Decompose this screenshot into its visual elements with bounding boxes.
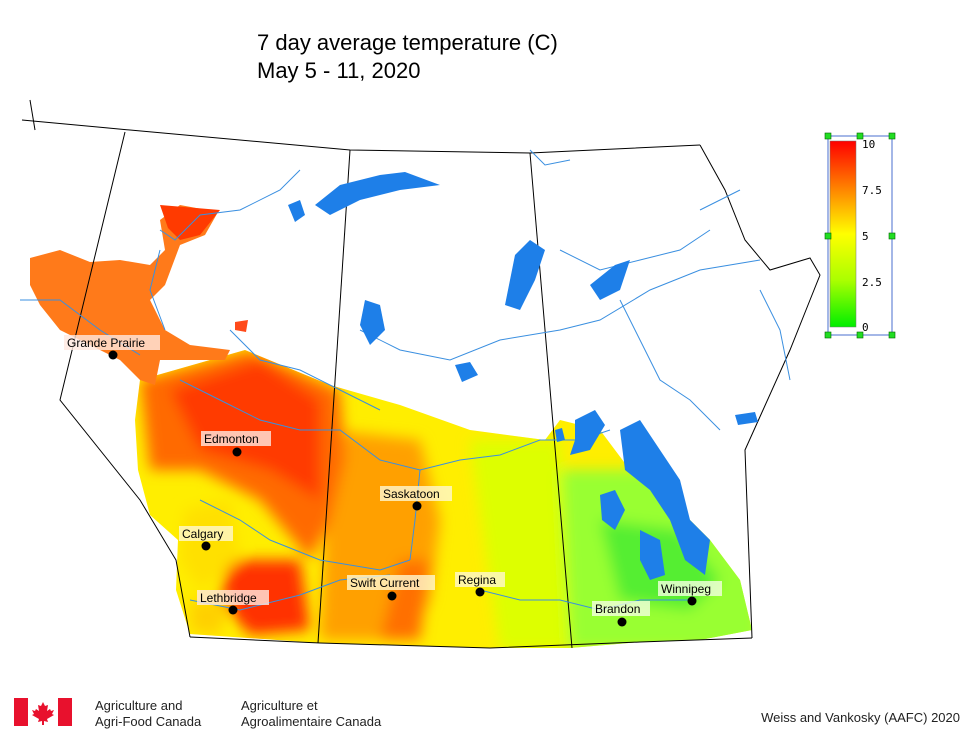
city-label: Swift Current bbox=[350, 576, 420, 590]
city-lethbridge[interactable]: Lethbridge bbox=[197, 590, 269, 615]
agency-name-english: Agriculture and Agri-Food Canada bbox=[95, 698, 201, 730]
city-brandon[interactable]: Brandon bbox=[592, 601, 650, 627]
city-label: Brandon bbox=[595, 602, 640, 616]
lake-winnipeg bbox=[620, 420, 710, 575]
rivers bbox=[20, 149, 791, 611]
legend-tick: 10 bbox=[862, 138, 875, 151]
bc-alberta-border bbox=[59, 131, 191, 638]
legend-color-bar bbox=[829, 140, 857, 328]
reindeer-lake bbox=[505, 240, 545, 310]
agency-name-french: Agriculture et Agroalimentaire Canada bbox=[241, 698, 381, 730]
color-legend[interactable]: 10 7.5 5 2.5 0 bbox=[824, 132, 896, 339]
city-label: Lethbridge bbox=[200, 591, 257, 605]
city-markers: Grande Prairie Edmonton Calgary Lethbrid… bbox=[64, 335, 722, 627]
us-border bbox=[189, 636, 753, 649]
city-edmonton[interactable]: Edmonton bbox=[201, 431, 271, 457]
city-swift-current[interactable]: Swift Current bbox=[347, 575, 435, 601]
agency-en-line2: Agri-Food Canada bbox=[95, 714, 202, 729]
manitoba-ontario-border bbox=[699, 144, 821, 639]
legend-resize-handles[interactable] bbox=[824, 132, 896, 339]
lakes bbox=[288, 172, 758, 580]
city-label: Calgary bbox=[182, 527, 223, 541]
city-label: Winnipeg bbox=[661, 582, 711, 596]
legend-tick: 2.5 bbox=[862, 276, 882, 289]
map-date-range: May 5 - 11, 2020 bbox=[257, 58, 421, 83]
city-label: Saskatoon bbox=[383, 487, 440, 501]
city-calgary[interactable]: Calgary bbox=[179, 526, 233, 551]
city-label: Regina bbox=[458, 573, 496, 587]
credit-text: Weiss and Vankosky (AAFC) 2020 bbox=[761, 710, 960, 725]
lake-athabasca bbox=[315, 172, 440, 215]
city-label: Edmonton bbox=[204, 432, 259, 446]
legend-tick: 5 bbox=[862, 230, 869, 243]
saskatchewan-manitoba-border bbox=[529, 152, 573, 649]
city-label: Grande Prairie bbox=[67, 336, 145, 350]
city-winnipeg[interactable]: Winnipeg bbox=[658, 581, 722, 606]
legend-tick: 7.5 bbox=[862, 184, 882, 197]
boundaries bbox=[21, 99, 821, 649]
city-saskatoon[interactable]: Saskatoon bbox=[380, 486, 452, 511]
map-title: 7 day average temperature (C) bbox=[257, 30, 558, 55]
legend-tick: 0 bbox=[862, 321, 869, 334]
agency-fr-line1: Agriculture et bbox=[241, 698, 318, 713]
canada-flag-icon bbox=[14, 698, 72, 726]
agency-en-line1: Agriculture and bbox=[95, 698, 183, 713]
agency-fr-line2: Agroalimentaire Canada bbox=[241, 714, 382, 729]
city-regina[interactable]: Regina bbox=[455, 572, 505, 597]
city-grande-prairie[interactable]: Grande Prairie bbox=[64, 335, 160, 360]
